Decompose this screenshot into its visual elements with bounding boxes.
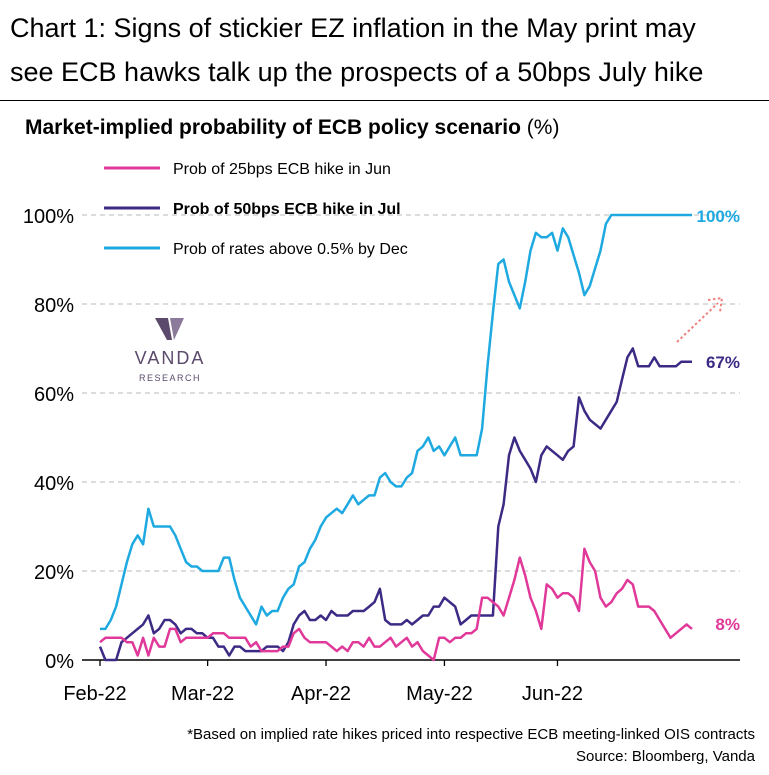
y-tick-label: 20% [34, 562, 74, 584]
vanda-logo: VANDA RESEARCH [135, 318, 206, 383]
legend-label-2: Prob of rates above 0.5% by Dec [173, 241, 408, 258]
y-tick-label: 60% [34, 384, 74, 406]
x-tick-label: Mar-22 [171, 683, 234, 705]
end-labels: 100% 67% 8% [697, 207, 740, 634]
series-line-1 [98, 347, 692, 662]
x-tick-label: Jun-22 [522, 683, 583, 705]
legend: Prob of 25bps ECB hike in Jun Prob of 50b… [104, 161, 408, 258]
series-line-0 [99, 547, 693, 662]
source-note: Source: Bloomberg, Vanda [576, 748, 755, 765]
end-label-pink: 8% [715, 615, 740, 634]
series-line-2 [100, 213, 692, 631]
title-box: Chart 1: Signs of stickier EZ inflation … [0, 0, 769, 101]
end-label-blue: 100% [697, 207, 740, 226]
x-tick-label: May-22 [406, 683, 473, 705]
x-tick-label: Feb-22 [63, 683, 126, 705]
axes: Feb-22 Mar-22 Apr-22 May-22 Jun-22 [63, 659, 740, 705]
logo-mark-left [155, 318, 172, 340]
chart-title-line-2: see ECB hawks talk up the prospects of a… [10, 57, 704, 87]
x-tick-label: Apr-22 [291, 683, 351, 705]
legend-label-1: Prob of 50bps ECB hike in Jul [173, 201, 401, 218]
logo-subtext: RESEARCH [139, 373, 201, 383]
subtitle-unit: (%) [520, 116, 560, 139]
gridlines: 0% 20% 40% 60% 80% 100% [23, 206, 740, 673]
y-tick-label: 100% [23, 206, 74, 228]
trend-arrow-icon [676, 296, 724, 343]
y-tick-label: 0% [45, 651, 74, 673]
series-lines [98, 213, 693, 662]
y-tick-label: 80% [34, 295, 74, 317]
y-tick-label: 40% [34, 473, 74, 495]
legend-label-0: Prob of 25bps ECB hike in Jun [173, 161, 391, 178]
logo-mark-right [170, 318, 184, 340]
subtitle-main: Market-implied probability of ECB policy… [25, 116, 521, 139]
trend-arrow-shaft [676, 302, 719, 343]
chart-subtitle: Market-implied probability of ECB policy… [25, 116, 559, 140]
end-label-purple: 67% [706, 353, 740, 372]
footnote: *Based on implied rate hikes priced into… [187, 726, 755, 743]
chart-title-line-1: Chart 1: Signs of stickier EZ inflation … [10, 13, 696, 43]
logo-wordmark: VANDA [135, 348, 206, 368]
